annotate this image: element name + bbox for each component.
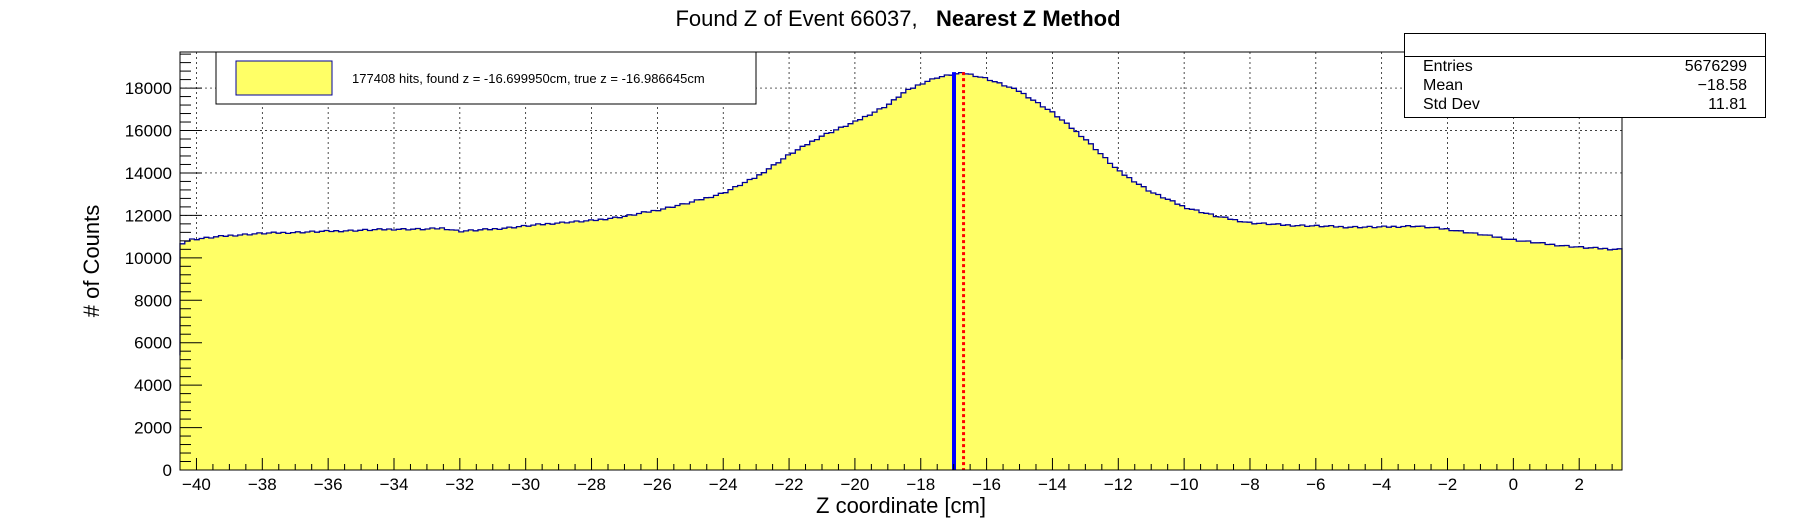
x-tick-label: −4 [1372,475,1391,494]
title-bold: Nearest Z Method [935,6,1121,31]
legend: 177408 hits, found z = -16.699950cm, tru… [215,51,757,105]
y-tick-label: 10000 [125,249,172,268]
x-tick-label: −38 [248,475,277,494]
tick-layer: −40 −38 −36 −34 −32 −30 −28 −26 −24 −22 −20 −18 −16−… [125,53,1613,494]
x-tick-label: −10 [1170,475,1199,494]
x-axis-title: Z coordinate [cm] [816,493,986,518]
title-main: Found Z of Event 66037, [675,6,918,31]
stats-stddev-label: Std Dev [1423,96,1480,113]
y-tick-label: 12000 [125,206,172,225]
stats-box: Entries 5676299 Mean −18.58 Std Dev 11.8… [1404,33,1766,118]
x-tick-label: 0 [1509,475,1518,494]
stats-mean-value: −18.58 [1697,77,1747,94]
x-tick-label: −26 [643,475,672,494]
stats-mean-label: Mean [1423,77,1464,94]
stats-entries-label: Entries [1423,58,1473,75]
x-tick-label: −28 [577,475,606,494]
stats-row-mean: Mean −18.58 [1405,76,1765,95]
chart-title: Found Z of Event 66037, Nearest Z Method [0,6,1796,32]
x-tick-label: −24 [709,475,738,494]
x-tick-label: −30 [511,475,540,494]
x-tick-label: 2 [1574,475,1583,494]
x-tick-label: −16 [972,475,1001,494]
y-axis-title: # of Counts [79,205,104,318]
x-tick-label: −14 [1038,475,1067,494]
stats-row-entries: Entries 5676299 [1405,57,1765,76]
y-tick-label: 4000 [134,376,172,395]
x-tick-label: −36 [314,475,343,494]
stats-entries-value: 5676299 [1684,58,1747,75]
x-tick-label: −8 [1240,475,1259,494]
y-tick-label: 2000 [134,419,172,438]
stats-row-stddev: Std Dev 11.81 [1405,95,1765,114]
histogram-outline [179,71,1623,360]
x-tick-label: −34 [380,475,409,494]
y-tick-label: 14000 [125,164,172,183]
y-tick-label: 8000 [134,291,172,310]
x-tick-label: −40 [182,475,211,494]
x-tick-label: −2 [1438,475,1457,494]
x-tick-label: −20 [840,475,869,494]
x-tick-label: −12 [1104,475,1133,494]
x-tick-label: −6 [1306,475,1325,494]
x-tick-label: −32 [445,475,474,494]
stats-header [1405,34,1765,57]
legend-label: 177408 hits, found z = -16.699950cm, tru… [352,71,705,86]
x-tick-label: −18 [906,475,935,494]
stats-stddev-value: 11.81 [1708,96,1747,113]
legend-swatch [235,60,333,96]
y-tick-label: 18000 [125,79,172,98]
plot-frame [179,51,1623,471]
y-tick-label: 6000 [134,334,172,353]
histogram-fill [180,72,1622,470]
y-tick-label: 0 [163,461,172,480]
marker-layer [952,72,966,470]
x-tick-label: −22 [775,475,804,494]
y-tick-label: 16000 [125,122,172,141]
